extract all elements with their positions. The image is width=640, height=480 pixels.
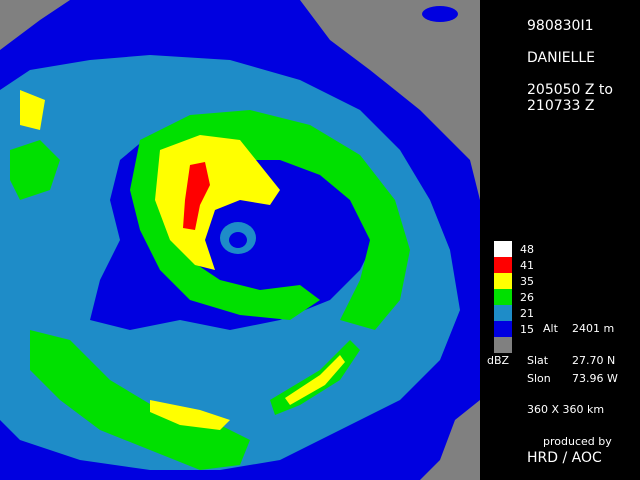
legend: 48 41 35 26 21 15 (494, 241, 534, 353)
legend-swatch (494, 305, 512, 321)
echo-41 (183, 162, 210, 230)
legend-swatch (494, 241, 512, 257)
isolated-echo (422, 6, 458, 22)
legend-label: 15 (520, 323, 534, 336)
alt-label: Alt (543, 322, 559, 335)
info-panel (480, 0, 640, 480)
unit: dBZ (487, 354, 510, 367)
echo-35 (155, 135, 280, 270)
eye (229, 232, 247, 248)
legend-swatch (494, 273, 512, 289)
legend-label: 35 (520, 275, 534, 288)
time-end: 210733 Z (527, 98, 594, 114)
storm-name: DANIELLE (527, 50, 595, 66)
outer-band-26 (10, 140, 60, 200)
time-start: 205050 Z to (527, 82, 613, 98)
sw-band-35 (150, 400, 230, 430)
legend-swatch-no-data (494, 337, 512, 353)
lon-label: Slon (527, 372, 551, 385)
alt-value: 2401 m (572, 322, 614, 335)
lat-label: Slat (527, 354, 549, 367)
credit-line2: HRD / AOC (527, 450, 602, 466)
south-band-35 (285, 355, 345, 405)
outer-band-35 (20, 90, 45, 130)
lon-value: 73.96 W (572, 372, 618, 385)
legend-swatch (494, 289, 512, 305)
lat-value: 27.70 N (572, 354, 615, 367)
legend-label: 26 (520, 291, 534, 304)
legend-swatch (494, 321, 512, 337)
sw-band-26 (30, 330, 250, 470)
legend-swatch (494, 257, 512, 273)
extent: 360 X 360 km (527, 403, 604, 416)
legend-label: 21 (520, 307, 534, 320)
legend-label: 48 (520, 243, 534, 256)
radar-image (0, 0, 480, 480)
legend-label: 41 (520, 259, 534, 272)
credit-line1: produced by (543, 435, 612, 448)
flight-id: 980830I1 (527, 18, 593, 34)
